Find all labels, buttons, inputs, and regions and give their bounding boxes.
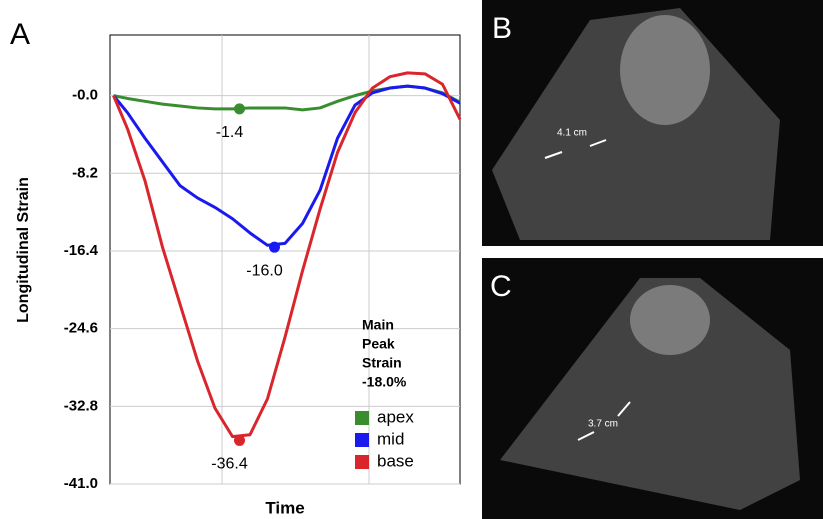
y-tick-label: -0.0 xyxy=(72,87,98,104)
plot-area xyxy=(109,34,461,485)
y-tick-label: -32.8 xyxy=(64,397,98,414)
legend-swatch xyxy=(355,411,369,425)
annotation: Main xyxy=(362,317,394,333)
annotation: Peak xyxy=(362,336,395,352)
line xyxy=(112,71,462,439)
y-tick-label: -16.4 xyxy=(64,242,99,259)
peak-marker xyxy=(269,241,280,253)
annotation: Strain xyxy=(362,355,402,371)
peak-label: -36.4 xyxy=(211,456,248,473)
panel-c-chamber xyxy=(630,285,710,355)
panel-b-arrow xyxy=(544,151,563,159)
line xyxy=(112,84,461,247)
x-axis-label: Time xyxy=(265,498,304,517)
peak-marker xyxy=(234,103,245,115)
measurement: 3.7 cm xyxy=(588,419,618,430)
y-tick-label: -8.2 xyxy=(72,164,98,181)
annotation: -18.0% xyxy=(362,374,407,390)
legend-label: base xyxy=(377,451,414,470)
panel-b-arrow xyxy=(589,139,607,147)
peak-label: -16.0 xyxy=(246,262,283,279)
legend-label: mid xyxy=(377,429,404,448)
y-tick-label: -41.0 xyxy=(64,475,98,492)
legend-label: apex xyxy=(377,407,414,426)
y-tick-label: -24.6 xyxy=(64,320,98,337)
legend-swatch xyxy=(355,455,369,469)
panel-b: B 4.1 cm xyxy=(482,0,823,246)
panel-label: C xyxy=(490,270,512,303)
peak-label: -1.4 xyxy=(216,124,244,141)
measurement: 4.1 cm xyxy=(557,128,587,139)
panel-label: B xyxy=(492,12,512,45)
y-axis-label: Longitudinal Strain xyxy=(15,177,32,323)
panel-b-chamber xyxy=(620,15,710,125)
panel-c-arrow xyxy=(577,431,595,441)
panel-c-fan xyxy=(500,278,800,510)
legend-swatch xyxy=(355,433,369,447)
panel-c-arrow xyxy=(617,401,631,417)
panel-label: A xyxy=(10,18,30,51)
panel-c: C 3.7 cm xyxy=(482,258,823,519)
peak-marker xyxy=(234,434,245,446)
